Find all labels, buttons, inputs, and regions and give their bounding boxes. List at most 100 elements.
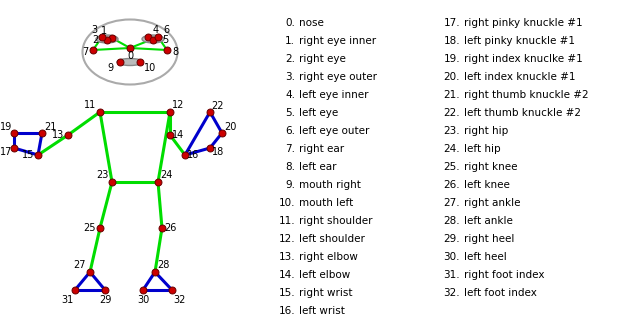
Text: 16.: 16. <box>278 306 295 316</box>
Text: 10.: 10. <box>278 198 295 208</box>
Text: 22.: 22. <box>444 108 460 118</box>
Text: 15: 15 <box>22 150 34 160</box>
Text: 27: 27 <box>74 260 86 270</box>
Text: 30.: 30. <box>444 252 460 262</box>
Text: 26.: 26. <box>444 180 460 190</box>
Text: 25.: 25. <box>444 162 460 172</box>
Text: right eye: right eye <box>299 54 346 64</box>
Text: left foot index: left foot index <box>464 288 537 298</box>
Text: 28: 28 <box>157 260 169 270</box>
Text: 5: 5 <box>162 35 168 45</box>
Text: 0.: 0. <box>285 18 295 28</box>
Text: left ankle: left ankle <box>464 216 513 226</box>
Text: 6: 6 <box>163 25 169 35</box>
Text: right index knuclke #1: right index knuclke #1 <box>464 54 583 64</box>
Text: 12.: 12. <box>278 234 295 244</box>
Text: 29.: 29. <box>444 234 460 244</box>
Text: left wrist: left wrist <box>299 306 345 316</box>
Text: left ear: left ear <box>299 162 337 172</box>
Text: 2: 2 <box>92 35 98 45</box>
Text: 24: 24 <box>160 170 172 180</box>
Text: 7.: 7. <box>285 144 295 154</box>
Text: 30: 30 <box>137 295 149 305</box>
Text: right knee: right knee <box>464 162 518 172</box>
Text: 5.: 5. <box>285 108 295 118</box>
Text: left eye inner: left eye inner <box>299 90 369 100</box>
Text: 13: 13 <box>52 130 64 140</box>
Text: left pinky knuckle #1: left pinky knuckle #1 <box>464 36 575 46</box>
Text: 11.: 11. <box>278 216 295 226</box>
Text: 9.: 9. <box>285 180 295 190</box>
Text: right shoulder: right shoulder <box>299 216 372 226</box>
Text: 15.: 15. <box>278 288 295 298</box>
Text: right heel: right heel <box>464 234 515 244</box>
Text: left heel: left heel <box>464 252 507 262</box>
Ellipse shape <box>142 35 164 43</box>
Text: 23: 23 <box>96 170 108 180</box>
Text: 26: 26 <box>164 223 176 233</box>
Text: right pinky knuckle #1: right pinky knuckle #1 <box>464 18 582 28</box>
Text: left shoulder: left shoulder <box>299 234 365 244</box>
Text: 20.: 20. <box>444 72 460 82</box>
Text: 4.: 4. <box>285 90 295 100</box>
Text: 12: 12 <box>172 100 184 110</box>
Text: 9: 9 <box>107 63 113 73</box>
Text: left thumb knuckle #2: left thumb knuckle #2 <box>464 108 581 118</box>
Text: mouth left: mouth left <box>299 198 353 208</box>
Text: 13.: 13. <box>278 252 295 262</box>
Text: 20: 20 <box>224 122 236 132</box>
Text: 14.: 14. <box>278 270 295 280</box>
Text: right eye inner: right eye inner <box>299 36 376 46</box>
Text: 31.: 31. <box>444 270 460 280</box>
Text: 3: 3 <box>91 25 97 35</box>
Text: 17.: 17. <box>444 18 460 28</box>
Text: 8: 8 <box>172 47 178 57</box>
Text: 7: 7 <box>82 47 88 57</box>
Text: 10: 10 <box>144 63 156 73</box>
Text: 1: 1 <box>101 26 107 36</box>
Text: mouth right: mouth right <box>299 180 361 190</box>
Text: 32.: 32. <box>444 288 460 298</box>
Text: 11: 11 <box>84 100 96 110</box>
Text: right elbow: right elbow <box>299 252 358 262</box>
Text: left knee: left knee <box>464 180 510 190</box>
Text: 25: 25 <box>84 223 96 233</box>
Text: 19: 19 <box>0 122 12 132</box>
Text: right wrist: right wrist <box>299 288 353 298</box>
Text: 3.: 3. <box>285 72 295 82</box>
Text: 8.: 8. <box>285 162 295 172</box>
Text: left eye: left eye <box>299 108 339 118</box>
Text: 24.: 24. <box>444 144 460 154</box>
Text: right foot index: right foot index <box>464 270 545 280</box>
Text: right ankle: right ankle <box>464 198 520 208</box>
Text: nose: nose <box>299 18 324 28</box>
Text: left elbow: left elbow <box>299 270 350 280</box>
Ellipse shape <box>117 58 143 65</box>
Text: 1.: 1. <box>285 36 295 46</box>
Text: 27.: 27. <box>444 198 460 208</box>
Text: 18: 18 <box>212 147 224 157</box>
Text: right thumb knuckle #2: right thumb knuckle #2 <box>464 90 589 100</box>
Text: 21.: 21. <box>444 90 460 100</box>
Text: 32: 32 <box>174 295 186 305</box>
Text: 31: 31 <box>61 295 73 305</box>
Text: right eye outer: right eye outer <box>299 72 377 82</box>
Text: 2.: 2. <box>285 54 295 64</box>
Text: left index knuckle #1: left index knuckle #1 <box>464 72 575 82</box>
Text: 28.: 28. <box>444 216 460 226</box>
Text: 0: 0 <box>127 51 133 61</box>
Text: 21: 21 <box>44 122 56 132</box>
Text: left hip: left hip <box>464 144 500 154</box>
Text: 6.: 6. <box>285 126 295 136</box>
Text: 14: 14 <box>172 130 184 140</box>
Text: 17: 17 <box>0 147 12 157</box>
Ellipse shape <box>96 35 118 43</box>
Text: 29: 29 <box>99 295 111 305</box>
Text: 4: 4 <box>153 25 159 35</box>
Text: left eye outer: left eye outer <box>299 126 369 136</box>
Text: right hip: right hip <box>464 126 508 136</box>
Text: 23.: 23. <box>444 126 460 136</box>
Text: 22: 22 <box>212 101 224 111</box>
Text: 18.: 18. <box>444 36 460 46</box>
Text: right ear: right ear <box>299 144 344 154</box>
